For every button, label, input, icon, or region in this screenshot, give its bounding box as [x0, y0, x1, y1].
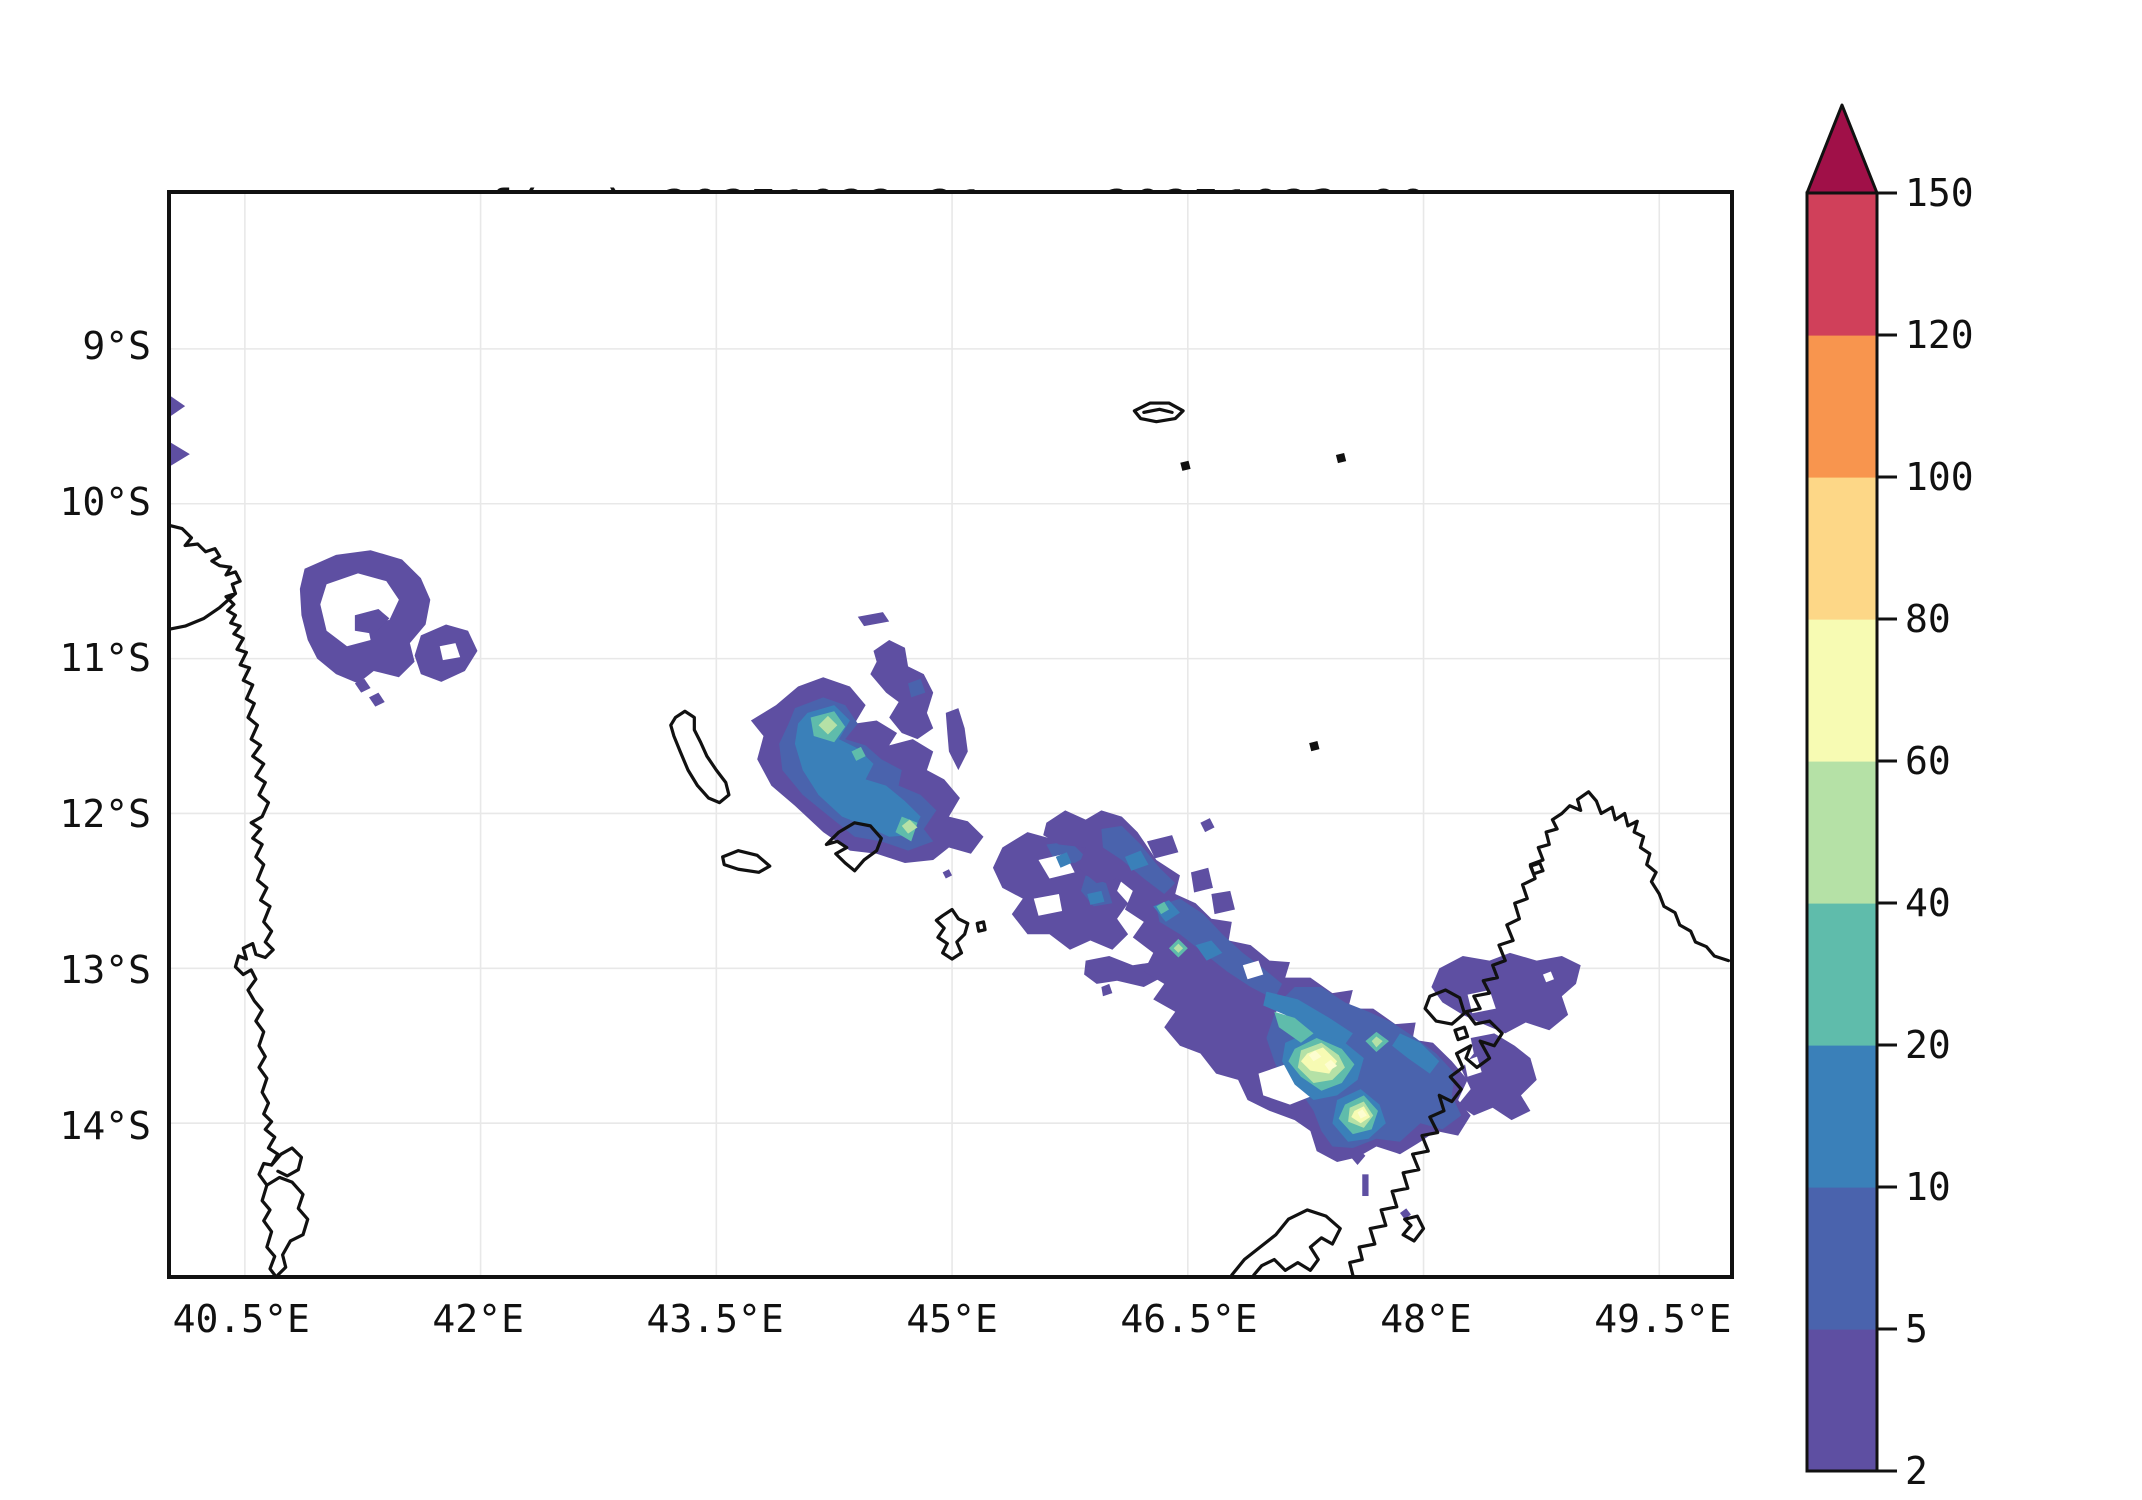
rain-contour-level-5 — [908, 678, 926, 698]
coastline-rovuma-river — [171, 594, 235, 630]
colorbar-segment — [1807, 1045, 1877, 1188]
x-tick-label: 48°E — [1380, 1297, 1472, 1341]
coastline-nosy-mitsio — [1530, 863, 1543, 874]
y-tick-label: 10°S — [59, 480, 151, 525]
rain-contour-level-20 — [1274, 1011, 1314, 1043]
rain-contour-level-20 — [851, 746, 866, 761]
colorbar-tick-label: 40 — [1905, 881, 1951, 925]
rain-contour-level-2 — [1211, 890, 1235, 915]
colorbar-tick-label: 150 — [1905, 171, 1974, 215]
colorbar-segment — [1807, 903, 1877, 1046]
rain-contour-level-2 — [1190, 867, 1213, 893]
colorbar-over-arrow — [1805, 103, 1879, 195]
colorbar-tick-label: 80 — [1905, 597, 1951, 641]
coastline-pemba-peninsula — [272, 1148, 302, 1176]
y-tick-label: 13°S — [59, 948, 151, 993]
rain-contour-level-hole — [439, 643, 461, 661]
rain-contour-level-40 — [1371, 1036, 1383, 1048]
map-svg — [171, 194, 1730, 1275]
colorbar-tick-label: 120 — [1905, 313, 1974, 357]
rain-contour-level-hole — [1242, 960, 1264, 980]
y-tick-label: 14°S — [59, 1104, 151, 1149]
colorbar-outline — [1805, 191, 1879, 1473]
rain-contour-level-2 — [171, 396, 186, 416]
rain-contour-level-hole — [1033, 894, 1063, 916]
rain-contour-level-2 — [1084, 955, 1165, 987]
island-dot-glorioso-island — [1310, 742, 1318, 750]
rain-contour-level-2 — [1349, 1148, 1366, 1166]
y-tick-label: 11°S — [59, 636, 151, 681]
rain-contour-level-10 — [1195, 940, 1223, 961]
coastline-aldabra-lagoon — [1144, 409, 1172, 412]
rain-contour-level-2 — [1458, 1033, 1537, 1121]
y-tick-label: 12°S — [59, 792, 151, 837]
x-tick-label: 43.5°E — [646, 1297, 784, 1341]
rain-contour-level-10 — [1087, 890, 1105, 905]
rain-contour-level-80 — [1357, 1109, 1367, 1119]
rain-contour-level-10 — [1055, 852, 1072, 868]
coastline-mayotte-islet — [977, 922, 985, 931]
rain-contour-level-2 — [369, 692, 385, 707]
coastline-pemba-bays — [267, 1177, 308, 1275]
rain-contour-level-hole — [320, 573, 399, 647]
rain-contour-level-2 — [1101, 983, 1113, 997]
island-dot-assumption-island — [1182, 462, 1190, 470]
rain-contour-level-2 — [354, 609, 390, 634]
x-tick-label: 42°E — [432, 1297, 524, 1341]
rain-contour-level-2 — [1399, 1208, 1411, 1220]
colorbar-tick-label: 10 — [1905, 1165, 1951, 1209]
island-dot-astove-island — [1337, 454, 1345, 462]
rain-contour-level-hole — [1542, 971, 1554, 983]
colorbar-segment — [1807, 1187, 1877, 1330]
x-tick-label: 45°E — [906, 1297, 998, 1341]
colorbar-segment — [1807, 761, 1877, 904]
colorbar-svg — [1805, 103, 1897, 1473]
rain-contour-level-2 — [870, 640, 934, 740]
x-tick-label: 49.5°E — [1594, 1297, 1732, 1341]
rain-contour-level-2 — [1146, 835, 1179, 859]
map-plot — [167, 190, 1734, 1279]
coastline-grande-comore — [671, 711, 729, 802]
rain-contour-level-40 — [818, 715, 838, 735]
rain-contour-level-2 — [942, 869, 953, 879]
colorbar-tick-label: 5 — [1905, 1307, 1928, 1351]
rain-contour-level-40 — [901, 819, 918, 834]
coastline-madagascar-coast — [1350, 792, 1729, 1275]
colorbar-tick-label: 2 — [1905, 1449, 1928, 1493]
coastline-mayotte — [936, 910, 967, 960]
rain-contour-level-20 — [1156, 901, 1169, 915]
colorbar: 2 5 10 20 40 60 80 100 120 150 — [1795, 0, 2135, 1500]
colorbar-segment — [1807, 619, 1877, 762]
x-tick-label: 40.5°E — [172, 1297, 310, 1341]
colorbar-tick-label: 100 — [1905, 455, 1974, 499]
coastline-moheli — [723, 851, 770, 873]
rain-contour-level-80 — [1308, 1050, 1322, 1062]
colorbar-segment — [1807, 477, 1877, 620]
rain-contour-level-2 — [945, 708, 968, 771]
y-tick-label: 9°S — [82, 324, 151, 369]
rain-contour-level-2 — [1362, 1174, 1369, 1197]
coastline-nosy-komba — [1455, 1027, 1468, 1039]
x-tick-label: 46.5°E — [1120, 1297, 1258, 1341]
rain-contour-level-10 — [1263, 991, 1353, 1049]
rain-contour-level-10 — [1124, 850, 1149, 871]
colorbar-segment — [1807, 1329, 1877, 1472]
coastline-nosy-be — [1425, 990, 1464, 1024]
rain-contour-level-2 — [857, 612, 890, 627]
coastline-aldabra — [1134, 403, 1183, 422]
colorbar-tick-label: 60 — [1905, 739, 1951, 783]
rain-contour-level-40 — [1173, 943, 1184, 953]
coastline-coastal-hook — [1403, 1216, 1423, 1241]
rain-contour-level-80 — [1324, 1059, 1338, 1071]
colorbar-segment — [1807, 193, 1877, 336]
coastline-africa-coast — [171, 525, 278, 1275]
colorbar-segment — [1807, 335, 1877, 478]
coastline-anjouan — [826, 823, 881, 871]
rain-contour-level-2 — [171, 442, 190, 466]
rain-contour-level-10 — [1392, 1033, 1440, 1074]
rain-contour-level-2 — [1200, 818, 1215, 833]
colorbar-tick-label: 20 — [1905, 1023, 1951, 1067]
coastline-mahajamba-peninsula — [1232, 1210, 1340, 1275]
